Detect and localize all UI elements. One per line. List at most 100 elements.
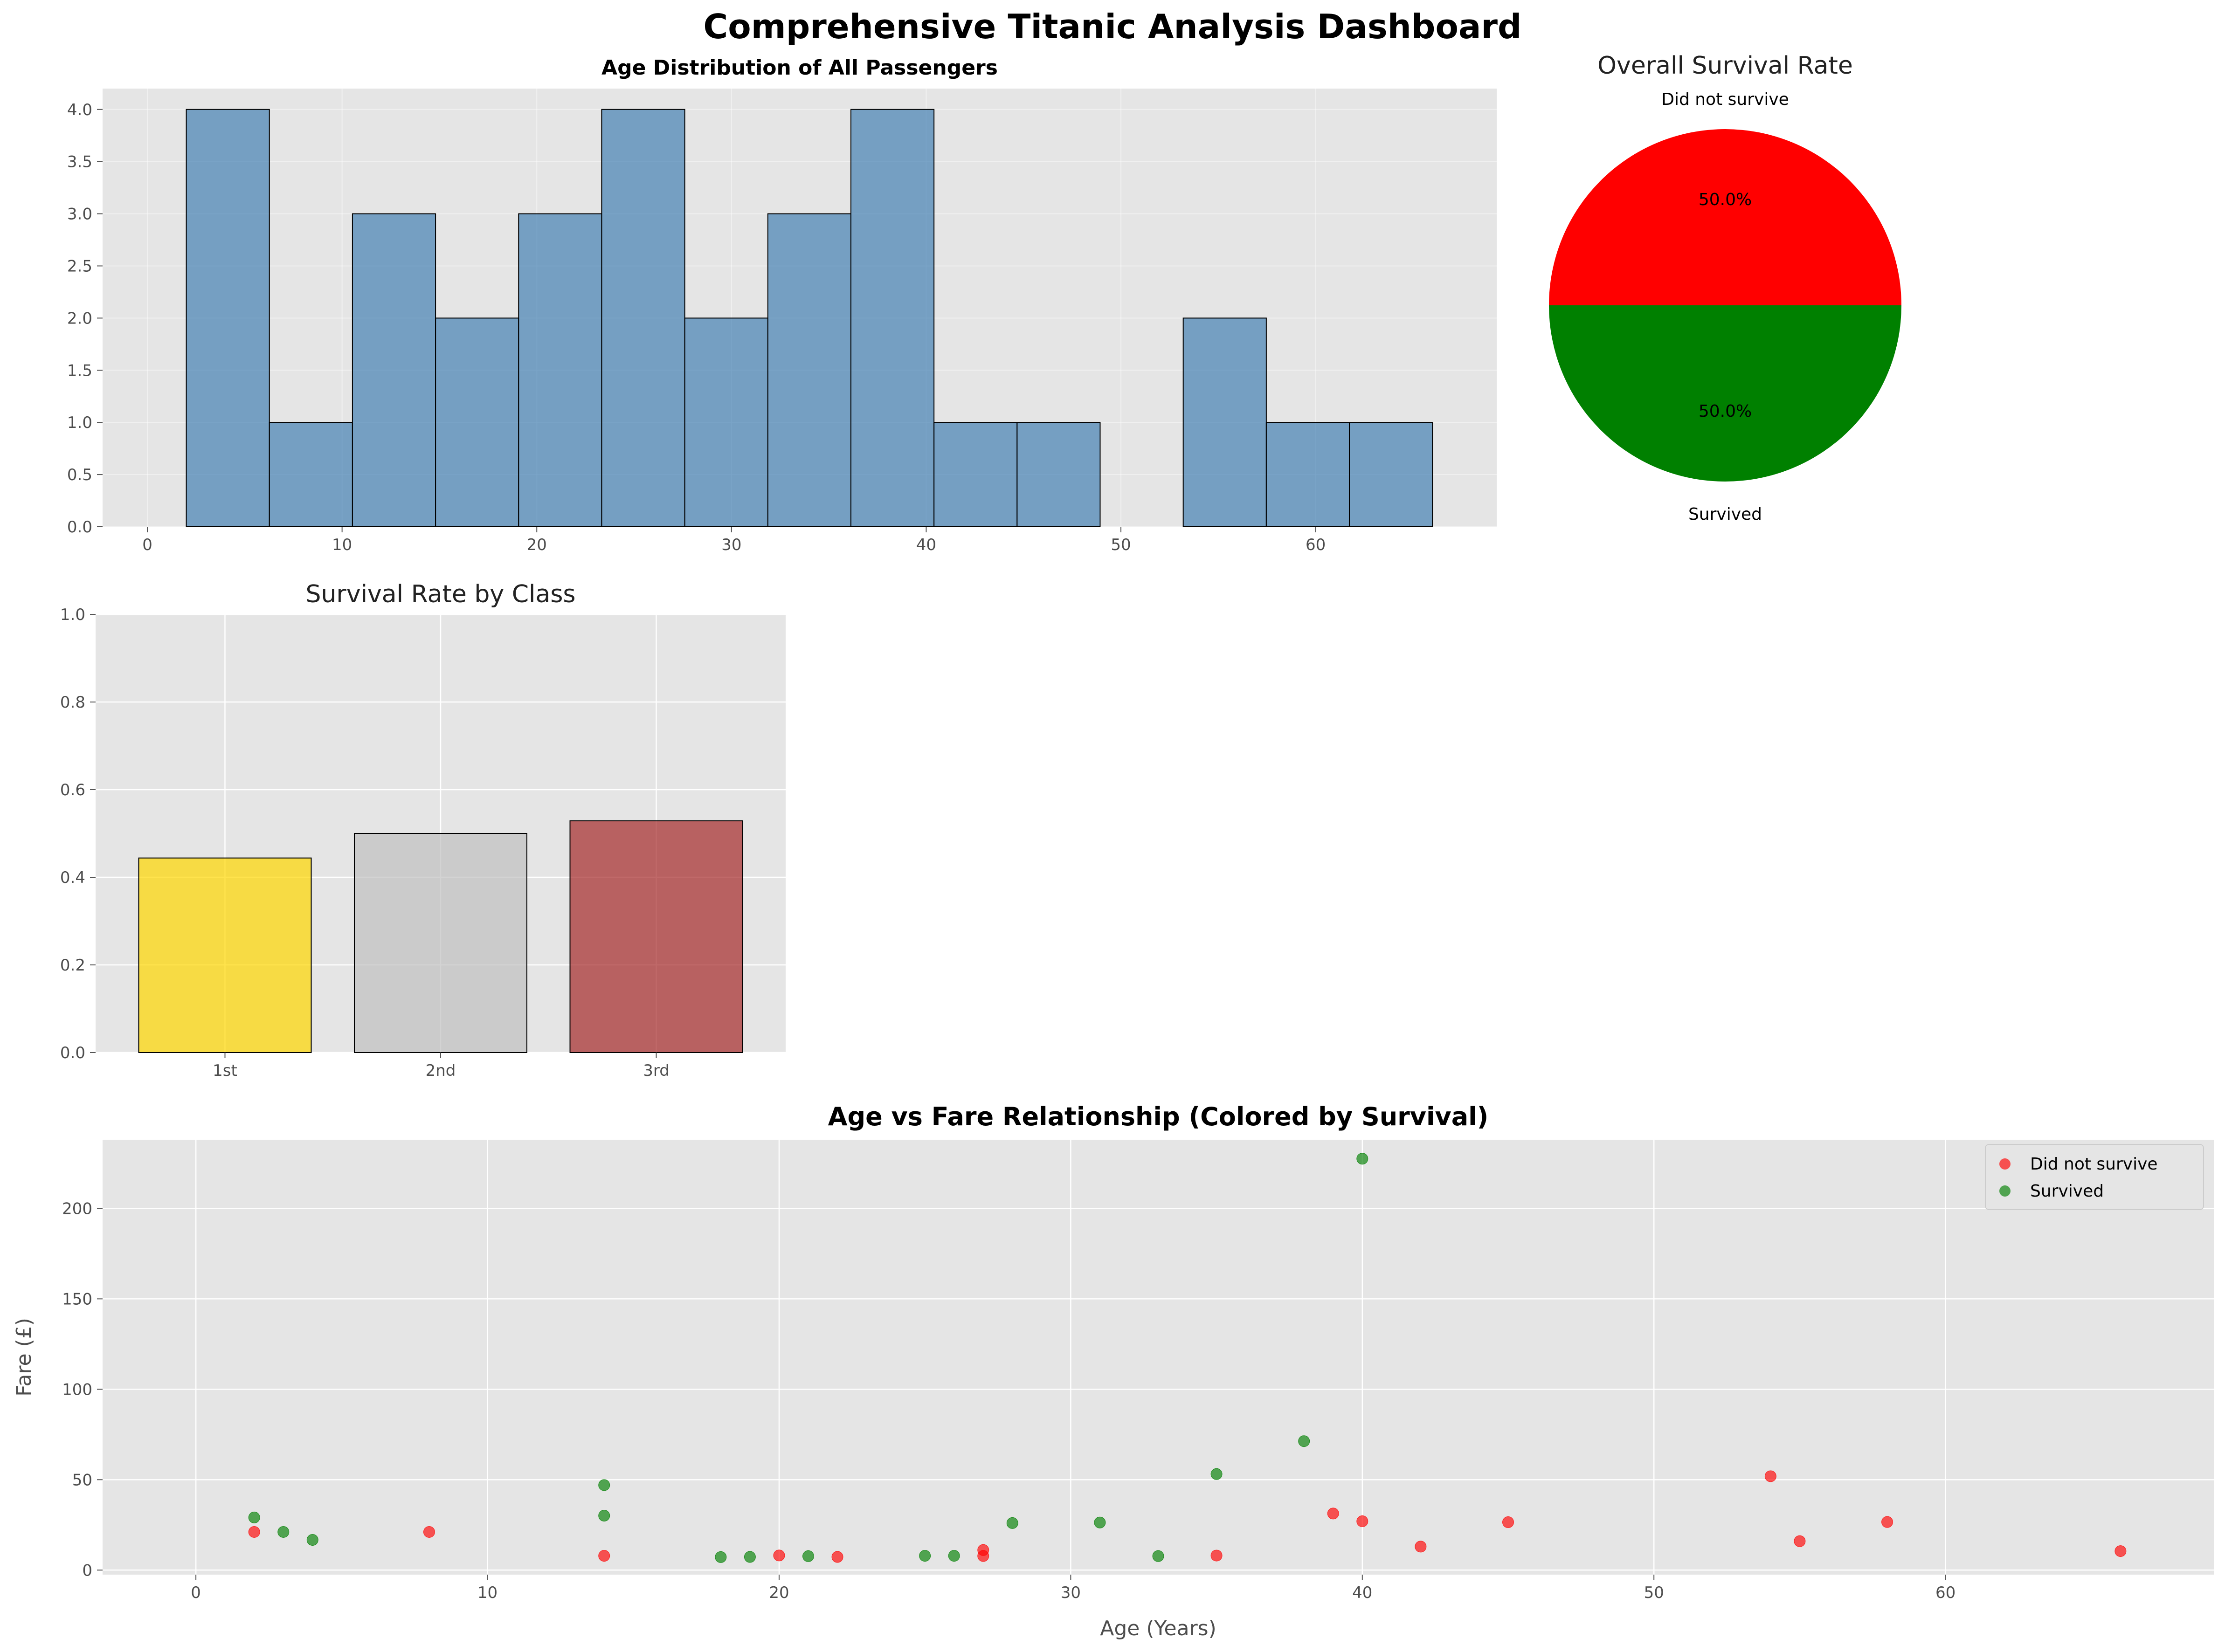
hist-x-tick-label: 40: [916, 536, 936, 554]
scatter-point: [1006, 1517, 1018, 1529]
scatter-point: [598, 1550, 610, 1562]
scatter-point: [1764, 1470, 1776, 1482]
scatter-x-tick-label: 40: [1352, 1583, 1372, 1602]
pie-slice-label: Survived: [1688, 505, 1762, 524]
scatter-point: [977, 1544, 989, 1556]
classbar-y-tick-label: 0.0: [60, 1044, 85, 1062]
classbar-x-tick-label: 3rd: [643, 1061, 670, 1080]
pie-pct-label: 50.0%: [1699, 402, 1752, 421]
scatter-point: [919, 1550, 931, 1562]
scatter-title: Age vs Fare Relationship (Colored by Sur…: [828, 1102, 1489, 1131]
scatter-y-tick-label: 50: [72, 1471, 92, 1489]
classbar-bar: [569, 820, 743, 1053]
scatter-y-tick-label: 100: [62, 1380, 92, 1399]
hist-bar: [1182, 317, 1267, 528]
hist-y-tick-label: 0.0: [67, 518, 92, 537]
class-survival-bar-chart: 0.0 0.2 0.4 0.6 0.8 1.0 1st 2nd 3rd Survival Rate…: [60, 580, 786, 1080]
scatter-plot-area: [103, 1140, 2214, 1575]
scatter-point: [744, 1551, 756, 1563]
hist-y-tick-label: 2.5: [67, 257, 92, 275]
scatter-point: [423, 1526, 435, 1538]
scatter-point: [948, 1550, 960, 1562]
scatter-y-tick-label: 0: [82, 1561, 92, 1580]
classbar-y-tick-label: 0.2: [60, 956, 85, 975]
pie-title: Overall Survival Rate: [1597, 52, 1853, 80]
scatter-point: [1298, 1435, 1310, 1447]
hist-y-tick-label: 0.5: [67, 466, 92, 484]
survival-pie-chart: Did not survive 50.0% Survived 50.0% Overall…: [1549, 52, 1901, 524]
classbar-x-tick-label: 2nd: [426, 1061, 456, 1080]
hist-title: Age Distribution of All Passengers: [601, 56, 998, 80]
scatter-point: [277, 1526, 290, 1538]
scatter-y-tick-label: 200: [62, 1199, 92, 1218]
hist-y-tick-label: 1.0: [67, 413, 92, 432]
hist-y-tick-label: 3.5: [67, 153, 92, 172]
pie-pct-label: 50.0%: [1699, 190, 1752, 209]
scatter-point: [1881, 1516, 1893, 1528]
scatter-point: [1152, 1550, 1164, 1562]
scatter-x-tick-label: 0: [191, 1583, 201, 1602]
hist-y-tick-label: 3.0: [67, 205, 92, 224]
classbar-y-tick-label: 0.6: [60, 781, 85, 799]
scatter-legend-label: Did not survive: [2030, 1155, 2158, 1174]
hist-x-tick-label: 0: [142, 536, 152, 554]
scatter-point: [248, 1511, 260, 1523]
scatter-x-axis-label: Age (Years): [1100, 1617, 1216, 1640]
scatter-point: [306, 1534, 318, 1546]
pie-slice-label: Did not survive: [1661, 90, 1789, 109]
scatter-y-axis-label: Fare (£): [12, 1318, 36, 1397]
scatter-point: [1794, 1535, 1806, 1547]
hist-bar: [1349, 422, 1433, 528]
hist-bar: [933, 422, 1018, 528]
hist-bar: [684, 317, 768, 528]
scatter-legend-label: Survived: [2030, 1182, 2104, 1201]
scatter-point: [1094, 1516, 1106, 1528]
hist-bar: [186, 109, 270, 527]
scatter-x-tick-label: 10: [477, 1583, 498, 1602]
scatter-point: [1210, 1468, 1223, 1480]
scatter-y-tick-label: 150: [62, 1290, 92, 1308]
age-fare-scatter-plot: 0 10 20 30 40 50 60 0 50 100 150 200 Did not survive…: [12, 1102, 2214, 1640]
classbar-title: Survival Rate by Class: [305, 580, 575, 608]
scatter-point: [1356, 1515, 1368, 1528]
hist-y-tick-label: 1.5: [67, 361, 92, 380]
dashboard-title: Comprehensive Titanic Analysis Dashboard: [703, 7, 1521, 46]
scatter-point: [2114, 1545, 2127, 1557]
hist-x-tick-label: 30: [721, 536, 741, 554]
scatter-point: [1327, 1507, 1339, 1520]
hist-x-tick-label: 10: [332, 536, 352, 554]
scatter-legend-marker: [1999, 1185, 2011, 1197]
scatter-x-tick-label: 30: [1061, 1583, 1081, 1602]
classbar-x-tick-label: 1st: [213, 1061, 237, 1080]
scatter-x-tick-label: 20: [769, 1583, 789, 1602]
scatter-point: [598, 1479, 610, 1491]
scatter-point: [1415, 1541, 1427, 1553]
scatter-x-tick-label: 60: [1935, 1583, 1956, 1602]
scatter-point: [598, 1510, 610, 1522]
hist-x-tick-label: 50: [1111, 536, 1131, 554]
classbar-y-tick-label: 1.0: [60, 606, 85, 624]
hist-bar: [1265, 422, 1350, 528]
pie-slice: [1549, 129, 1901, 305]
hist-bar: [352, 213, 436, 528]
hist-bar: [269, 422, 353, 528]
hist-bar: [601, 109, 685, 527]
hist-bar: [518, 213, 602, 528]
classbar-y-tick-label: 0.4: [60, 868, 85, 887]
hist-bar: [850, 109, 935, 527]
scatter-x-tick-label: 50: [1644, 1583, 1664, 1602]
scatter-legend-marker: [1999, 1158, 2011, 1170]
pie-slice: [1549, 305, 1901, 482]
scatter-point: [248, 1526, 260, 1538]
hist-bar: [1016, 422, 1101, 528]
classbar-bar: [138, 857, 312, 1053]
hist-x-tick-label: 20: [527, 536, 547, 554]
hist-y-tick-label: 2.0: [67, 309, 92, 328]
classbar-bar: [354, 833, 527, 1053]
scatter-point: [1210, 1549, 1223, 1562]
scatter-point: [802, 1550, 815, 1562]
scatter-point: [715, 1551, 727, 1563]
scatter-point: [773, 1549, 785, 1562]
scatter-legend: [1985, 1144, 2204, 1210]
